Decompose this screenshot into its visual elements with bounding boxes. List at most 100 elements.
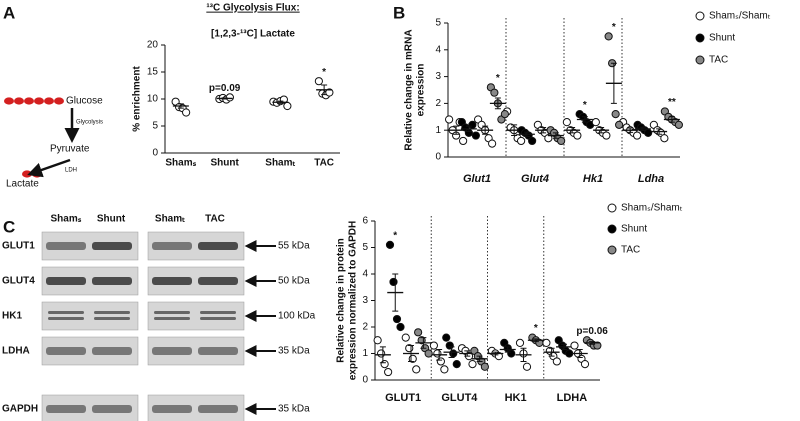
pathway-text: Lactate xyxy=(6,179,39,190)
blot-column: Shunt xyxy=(97,214,126,225)
error-bar xyxy=(552,132,559,139)
size-label: 50 kDa xyxy=(278,276,310,287)
error-bar xyxy=(561,343,567,351)
size-label: 35 kDa xyxy=(278,346,310,357)
data-point xyxy=(424,349,433,358)
error-bar xyxy=(581,116,588,123)
legend-label: TAC xyxy=(709,55,728,66)
chart-subtitle: [1,2,3-¹³C] Lactate xyxy=(211,29,295,40)
error-bar xyxy=(532,338,539,343)
significance: * xyxy=(534,323,538,334)
blot-row-label: LDHA xyxy=(2,346,30,357)
y-tick-label: 4 xyxy=(435,44,441,55)
data-point xyxy=(414,328,423,337)
data-point xyxy=(522,362,532,371)
data-point xyxy=(385,240,395,249)
blot-row-label: HK1 xyxy=(2,311,22,322)
blot-column: TAC xyxy=(205,214,225,225)
data-point xyxy=(488,139,497,148)
legend-label: TAC xyxy=(621,245,640,256)
x-tick-label: HK1 xyxy=(505,392,527,404)
data-point xyxy=(615,120,624,129)
error-bar xyxy=(511,124,518,137)
pathway-text: Pyruvate xyxy=(50,144,90,155)
error-bar xyxy=(520,347,527,362)
blot-band xyxy=(200,317,236,320)
x-tick-label: Ldha xyxy=(638,173,664,185)
blot-band xyxy=(46,347,86,355)
y-tick-label: 6 xyxy=(362,216,368,227)
data-point xyxy=(283,101,292,111)
error-bar xyxy=(627,127,634,133)
blot-band xyxy=(152,277,192,285)
error-bar xyxy=(668,116,675,123)
legend-marker xyxy=(695,33,705,43)
error-bar xyxy=(504,346,511,353)
blot-band xyxy=(46,277,86,285)
size-label: 35 kDa xyxy=(278,404,310,415)
data-point xyxy=(384,367,393,377)
error-bar xyxy=(453,125,460,135)
error-bar xyxy=(476,355,483,362)
error-bar xyxy=(482,125,489,135)
y-tick-label: 0 xyxy=(362,375,368,386)
data-point xyxy=(468,120,477,129)
y-tick-label: 5 xyxy=(362,242,368,253)
blot-membrane xyxy=(41,301,139,331)
blot-column: Shamₛ xyxy=(51,214,82,225)
blot-band xyxy=(92,347,132,355)
legend-marker xyxy=(607,245,617,255)
legend-marker xyxy=(607,203,617,213)
x-tick-label: LDHA xyxy=(557,392,588,404)
panel-label: A xyxy=(3,3,15,22)
error-bar xyxy=(492,351,499,356)
data-point xyxy=(562,118,571,127)
blot-band xyxy=(94,311,130,314)
significance: * xyxy=(393,230,397,241)
error-bar xyxy=(598,127,605,134)
x-tick-label: GLUT4 xyxy=(441,392,478,404)
blot-band xyxy=(46,242,86,250)
x-tick-label: GLUT1 xyxy=(385,392,421,404)
y-tick-label: 4 xyxy=(362,269,368,280)
error-bar xyxy=(465,125,472,133)
error-bar xyxy=(464,350,471,357)
data-point xyxy=(392,314,402,324)
data-point xyxy=(471,131,480,140)
data-point xyxy=(507,349,516,358)
blot-band xyxy=(198,405,238,413)
data-point xyxy=(373,336,382,345)
data-point xyxy=(442,333,451,342)
data-point xyxy=(459,136,468,146)
error-bar xyxy=(589,341,596,345)
data-point xyxy=(380,360,389,369)
blot-band xyxy=(200,311,236,314)
data-point xyxy=(552,357,561,366)
significance: * xyxy=(322,67,326,78)
y-tick-label: 5 xyxy=(152,121,158,132)
blot-band xyxy=(154,311,190,314)
error-bar xyxy=(576,349,583,358)
data-point xyxy=(573,131,582,140)
error-bar xyxy=(436,349,443,361)
data-point xyxy=(480,362,489,371)
pathway-text: Glucose xyxy=(66,96,103,107)
y-tick-label: 1 xyxy=(362,348,368,359)
blot-band xyxy=(152,405,192,413)
legend-label: Shamₛ/Shamₜ xyxy=(621,203,683,214)
error-bar xyxy=(420,337,427,349)
y-axis-label: expression xyxy=(416,64,427,117)
chart-title: ¹³C Glycolysis Flux: xyxy=(206,3,299,14)
error-bar xyxy=(177,103,184,109)
y-tick-label: 2 xyxy=(362,322,368,333)
error-bar xyxy=(639,126,646,131)
error-bar xyxy=(448,346,455,358)
error-bar xyxy=(277,100,284,104)
blot-band xyxy=(48,311,84,314)
pathway xyxy=(4,97,80,178)
panel-label: B xyxy=(393,3,405,22)
data-point xyxy=(182,108,191,117)
error-bar xyxy=(569,127,576,134)
data-point xyxy=(557,136,566,146)
data-point xyxy=(591,118,600,127)
